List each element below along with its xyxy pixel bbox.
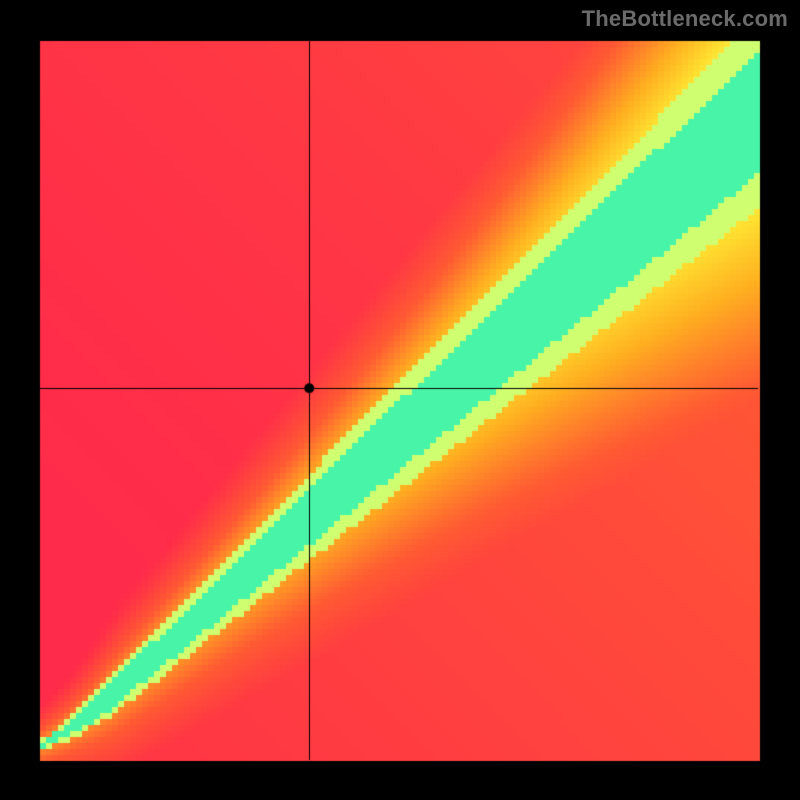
watermark-text: TheBottleneck.com — [582, 6, 788, 32]
chart-stage: TheBottleneck.com — [0, 0, 800, 800]
bottleneck-heatmap-canvas — [0, 0, 800, 800]
